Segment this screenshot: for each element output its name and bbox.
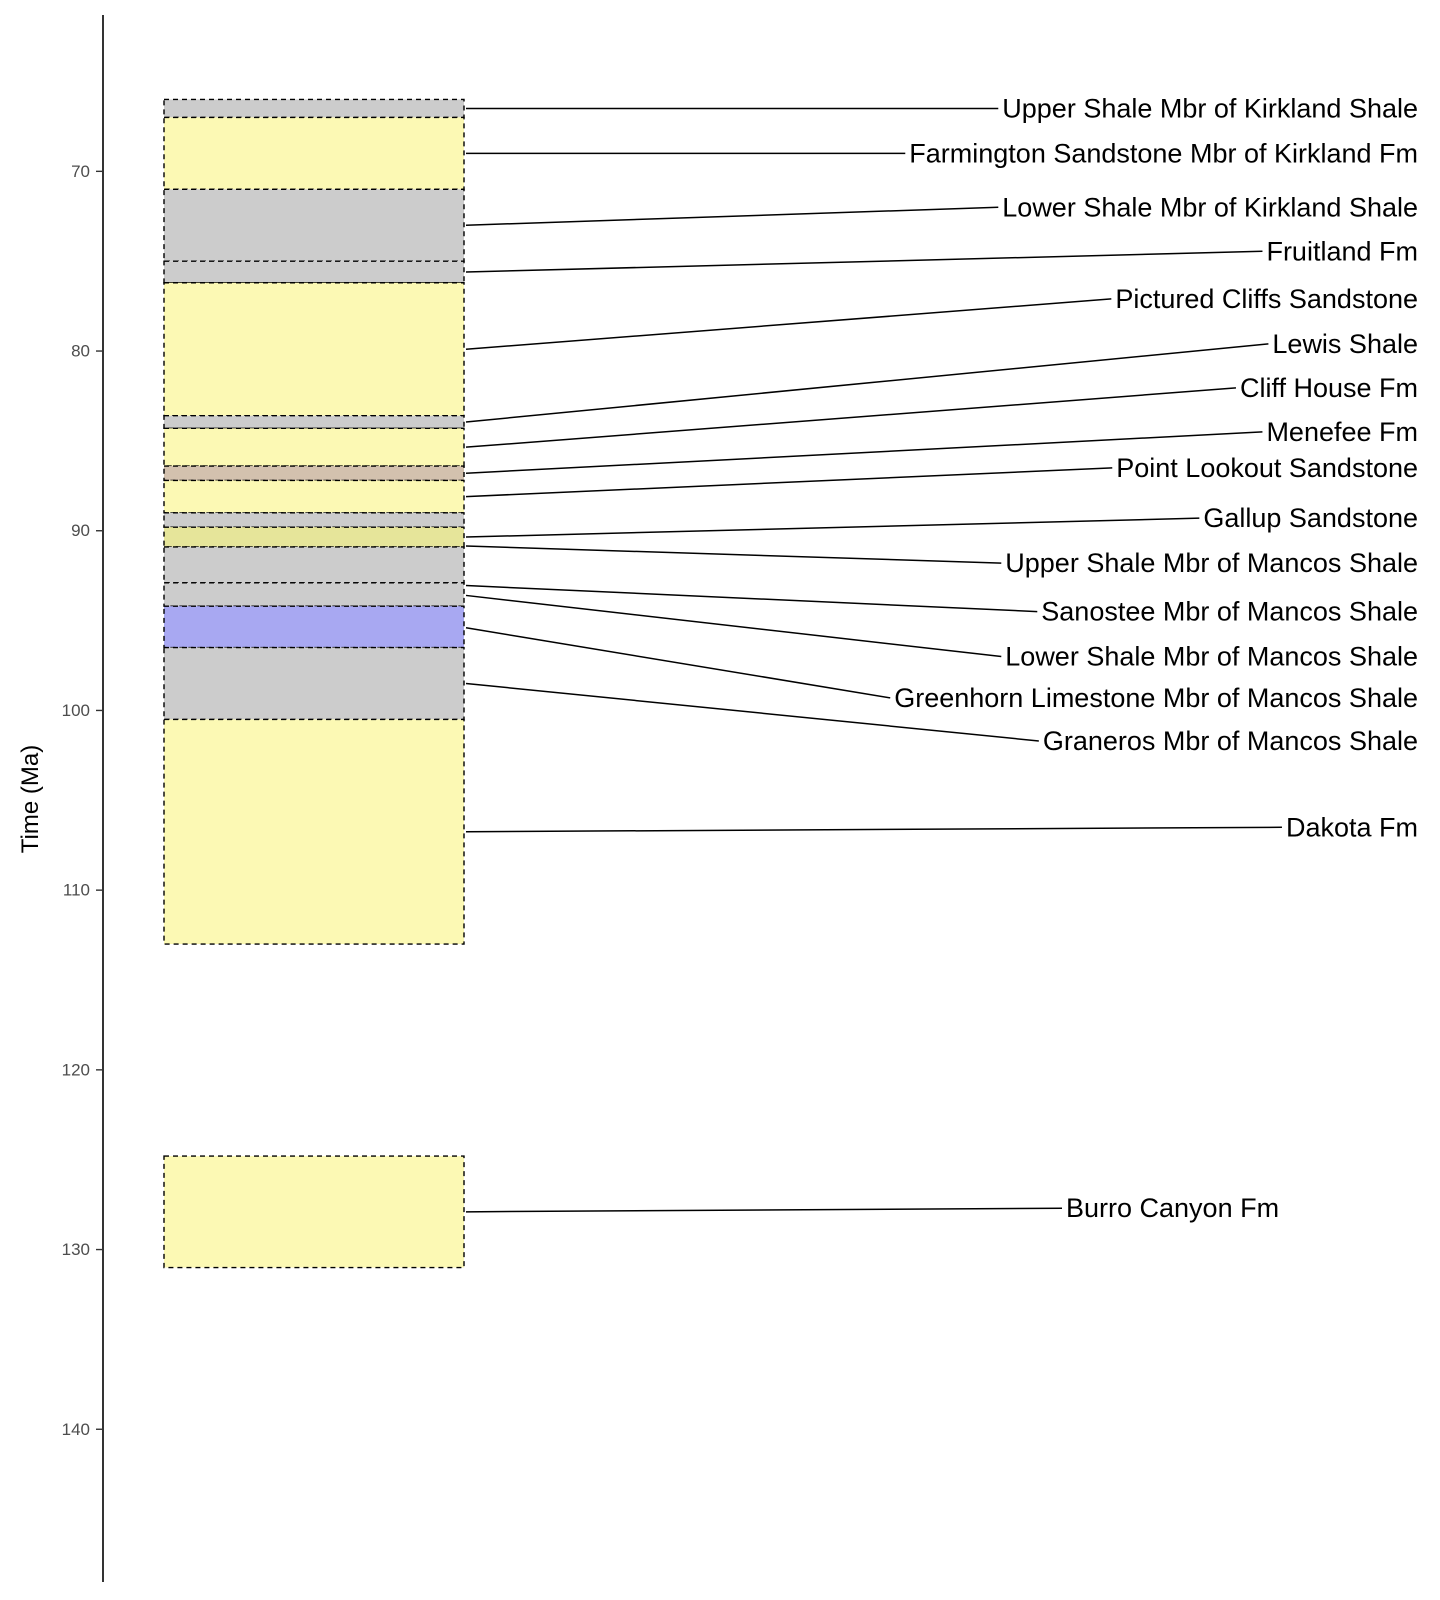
- y-tick-label: 130: [62, 1240, 90, 1259]
- leader-line-point-lookout-sandstone: [465, 467, 1113, 498]
- unit-label-point-lookout-sandstone: Point Lookout Sandstone: [1116, 453, 1418, 483]
- y-tick-label: 80: [71, 342, 90, 361]
- unit-label-upper-shale-mbr-of-mancos-shale: Upper Shale Mbr of Mancos Shale: [1005, 548, 1418, 578]
- unit-bar-lewis-shale: [163, 415, 465, 430]
- unit-bar-dakota-fm: [163, 718, 465, 945]
- label-leader-lines: [465, 107, 1282, 1213]
- unit-label-lower-shale-mbr-of-kirkland-shale: Lower Shale Mbr of Kirkland Shale: [1002, 192, 1418, 222]
- unit-label-fruitland-fm: Fruitland Fm: [1266, 236, 1418, 266]
- unit-bar-farmington-sandstone-mbr-of-kirkland-fm: [163, 116, 465, 191]
- unit-bar-menefee-fm: [163, 465, 465, 482]
- unit-label-burro-canyon-fm: Burro Canyon Fm: [1066, 1193, 1279, 1223]
- leader-line-sanostee-mbr-of-mancos-shale: [465, 584, 1038, 613]
- unit-label-graneros-mbr-of-mancos-shale: Graneros Mbr of Mancos Shale: [1043, 726, 1418, 756]
- leader-line-lower-shale-mbr-of-mancos-shale: [465, 594, 1002, 658]
- unit-bar-lower-shale-mbr-of-kirkland-shale: [163, 188, 465, 262]
- unit-bar-burro-canyon-fm: [163, 1155, 465, 1269]
- unit-bar-cliff-house-fm: [163, 427, 465, 467]
- leader-line-pictured-cliffs-sandstone: [465, 298, 1112, 350]
- leader-line-lower-shale-mbr-of-kirkland-shale: [465, 206, 999, 227]
- leader-line-greenhorn-limestone-mbr-of-mancos-shale: [465, 627, 891, 699]
- leader-line-graneros-mbr-of-mancos-shale: [465, 682, 1039, 742]
- unit-label-greenhorn-limestone-mbr-of-mancos-shale: Greenhorn Limestone Mbr of Mancos Shale: [894, 683, 1418, 713]
- y-axis-title: Time (Ma): [17, 745, 44, 853]
- unit-label-lower-shale-mbr-of-mancos-shale: Lower Shale Mbr of Mancos Shale: [1005, 642, 1418, 672]
- unit-bar-fruitland-fm: [163, 260, 465, 284]
- unit-label-lewis-shale: Lewis Shale: [1272, 329, 1418, 359]
- unit-label-menefee-fm: Menefee Fm: [1266, 417, 1418, 447]
- leader-line-dakota-fm: [465, 826, 1282, 833]
- leader-line-cliff-house-fm: [465, 387, 1237, 448]
- unit-label-farmington-sandstone-mbr-of-kirkland-fm: Farmington Sandstone Mbr of Kirkland Fm: [909, 138, 1418, 168]
- unit-label-gallup-sandstone: Gallup Sandstone: [1203, 503, 1418, 533]
- leader-line-upper-shale-mbr-of-mancos-shale: [465, 545, 1002, 564]
- unit-label-cliff-house-fm: Cliff House Fm: [1240, 373, 1418, 403]
- unit-bar-upper-shale-mbr-of-mancos-shale: [163, 526, 465, 548]
- leader-line-burro-canyon-fm: [465, 1207, 1063, 1213]
- y-axis: 70 80 90 100 110 120 130 140 Time (Ma): [17, 15, 104, 1582]
- unit-label-pictured-cliffs-sandstone: Pictured Cliffs Sandstone: [1115, 284, 1418, 314]
- unit-bar-sanostee-mbr-of-mancos-shale: [163, 546, 465, 584]
- y-tick-label: 70: [71, 162, 90, 181]
- unit-bar-point-lookout-sandstone: [163, 479, 465, 514]
- y-tick-label: 90: [71, 521, 90, 540]
- unit-bars: [163, 98, 465, 1269]
- unit-bar-lower-shale-mbr-of-mancos-shale: [163, 582, 465, 607]
- unit-bar-gallup-sandstone: [163, 512, 465, 528]
- unit-bar-pictured-cliffs-sandstone: [163, 282, 465, 417]
- unit-bar-upper-shale-mbr-of-kirkland-shale: [163, 98, 465, 119]
- y-tick-label: 140: [62, 1420, 90, 1439]
- leader-line-menefee-fm: [465, 431, 1263, 474]
- unit-labels: Upper Shale Mbr of Kirkland Shale Farming…: [894, 93, 1418, 1223]
- unit-label-upper-shale-mbr-of-kirkland-shale: Upper Shale Mbr of Kirkland Shale: [1002, 93, 1418, 123]
- unit-label-dakota-fm: Dakota Fm: [1286, 812, 1418, 842]
- leader-line-gallup-sandstone: [465, 517, 1200, 538]
- y-tick-label: 120: [62, 1060, 90, 1079]
- unit-label-sanostee-mbr-of-mancos-shale: Sanostee Mbr of Mancos Shale: [1041, 597, 1418, 627]
- unit-bar-graneros-mbr-of-mancos-shale: [163, 646, 465, 721]
- y-axis-ticks: 70 80 90 100 110 120 130 140: [62, 162, 103, 1439]
- y-tick-label: 110: [63, 881, 90, 900]
- y-tick-label: 100: [62, 701, 90, 720]
- leader-line-fruitland-fm: [465, 250, 1263, 273]
- unit-bar-greenhorn-limestone-mbr-of-mancos-shale: [163, 605, 465, 649]
- leader-line-lewis-shale: [465, 343, 1269, 423]
